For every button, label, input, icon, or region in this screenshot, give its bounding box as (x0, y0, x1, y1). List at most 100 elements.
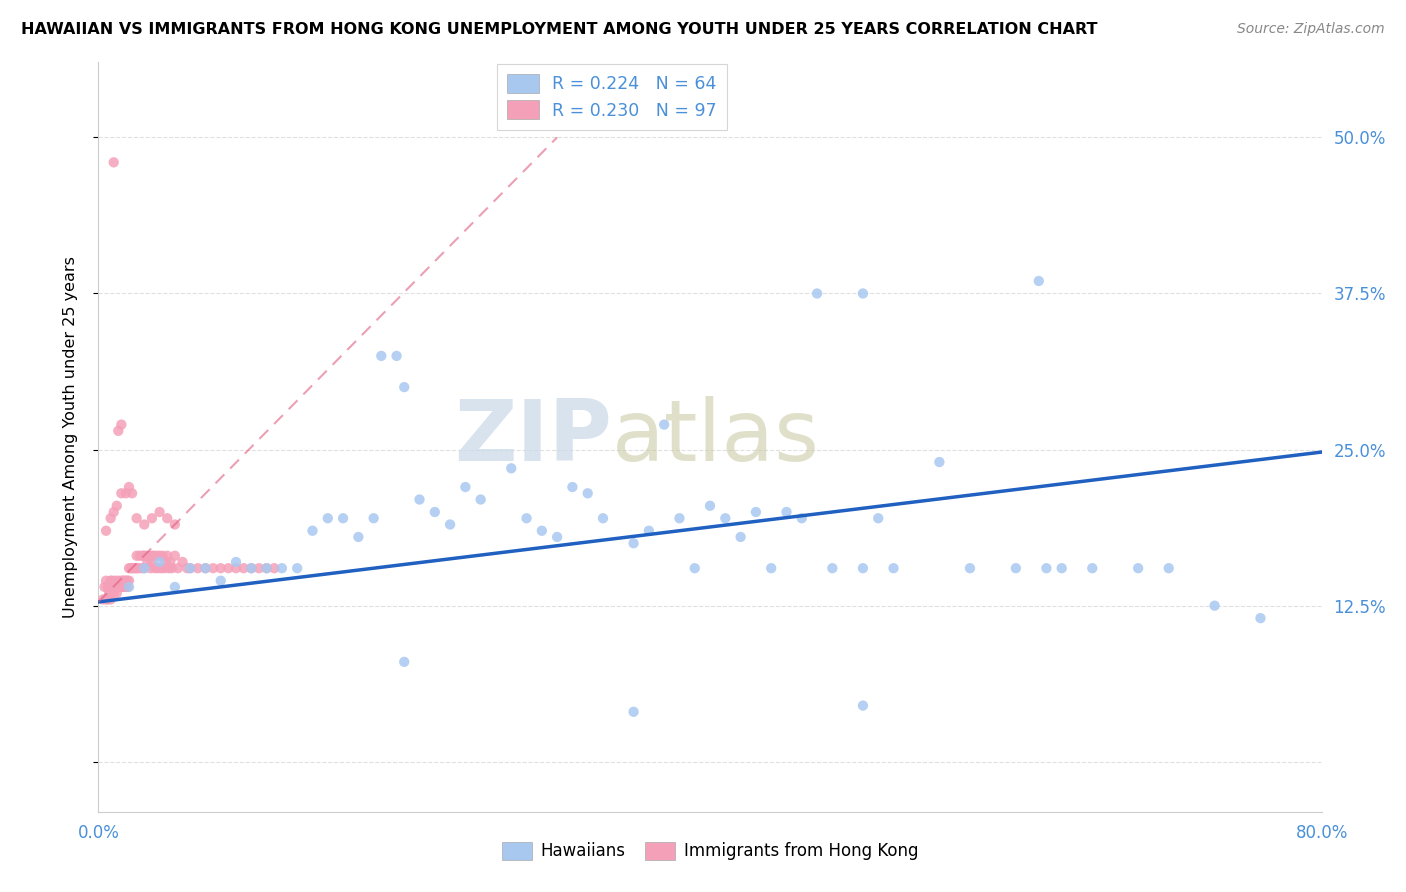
Text: Source: ZipAtlas.com: Source: ZipAtlas.com (1237, 22, 1385, 37)
Point (117, 580, 139, 594)
Point (301, 524, 323, 538)
Point (699, 499, 721, 513)
Point (730, 530, 752, 544)
Point (101, 580, 124, 594)
Point (775, 505, 797, 519)
Point (117, 574, 139, 588)
Point (150, 561, 173, 575)
Point (176, 561, 198, 575)
Point (668, 511, 690, 525)
Point (104, 574, 127, 588)
Point (172, 555, 194, 569)
Point (623, 705, 645, 719)
Point (128, 549, 150, 563)
Point (852, 561, 875, 575)
Point (143, 561, 166, 575)
Point (256, 561, 278, 575)
Point (470, 492, 492, 507)
Point (134, 561, 156, 575)
Point (118, 580, 141, 594)
Point (115, 580, 138, 594)
Point (149, 505, 172, 519)
Point (111, 580, 134, 594)
Y-axis label: Unemployment Among Youth under 25 years: Unemployment Among Youth under 25 years (63, 256, 77, 618)
Point (163, 517, 186, 532)
Point (134, 517, 156, 532)
Point (100, 574, 122, 588)
Point (94, 524, 117, 538)
Point (125, 561, 148, 575)
Point (121, 561, 143, 575)
Point (101, 574, 124, 588)
Point (928, 455, 950, 469)
Point (145, 549, 167, 563)
Point (385, 349, 408, 363)
Point (316, 511, 339, 525)
Point (103, 155, 125, 169)
Point (240, 561, 263, 575)
Point (107, 574, 129, 588)
Point (94, 574, 117, 588)
Point (392, 380, 416, 394)
Point (125, 549, 148, 563)
Point (530, 524, 553, 538)
Point (125, 511, 148, 525)
Point (745, 505, 768, 519)
Point (160, 561, 183, 575)
Point (91, 592, 114, 607)
Point (217, 561, 239, 575)
Point (149, 549, 172, 563)
Point (97, 592, 120, 607)
Point (247, 561, 270, 575)
Point (149, 555, 172, 569)
Point (129, 561, 152, 575)
Point (501, 461, 523, 475)
Point (959, 561, 981, 575)
Point (135, 549, 157, 563)
Point (392, 655, 416, 669)
Point (163, 549, 186, 563)
Point (370, 349, 392, 363)
Point (187, 561, 209, 575)
Legend: Hawaiians, Immigrants from Hong Kong: Hawaiians, Immigrants from Hong Kong (495, 835, 925, 867)
Point (110, 574, 132, 588)
Point (155, 555, 177, 569)
Point (138, 549, 160, 563)
Point (105, 499, 128, 513)
Point (120, 561, 142, 575)
Point (153, 561, 176, 575)
Point (561, 480, 583, 494)
Point (347, 530, 370, 544)
Point (97, 580, 120, 594)
Point (152, 549, 174, 563)
Point (408, 492, 430, 507)
Point (209, 574, 232, 588)
Point (852, 286, 875, 301)
Point (790, 511, 813, 525)
Point (157, 561, 180, 575)
Point (1081, 561, 1104, 575)
Point (110, 417, 132, 432)
Point (759, 561, 782, 575)
Text: ZIP: ZIP (454, 395, 612, 479)
Point (592, 511, 614, 525)
Point (1035, 561, 1057, 575)
Point (156, 511, 179, 525)
Point (110, 486, 132, 500)
Point (118, 574, 141, 588)
Point (146, 561, 169, 575)
Point (142, 549, 165, 563)
Point (637, 524, 661, 538)
Point (167, 561, 190, 575)
Point (263, 561, 285, 575)
Point (423, 505, 446, 519)
Point (134, 549, 156, 563)
Point (111, 574, 134, 588)
Point (1028, 274, 1050, 288)
Point (115, 486, 138, 500)
Point (683, 561, 706, 575)
Point (156, 549, 179, 563)
Point (852, 698, 875, 713)
Point (98, 586, 121, 600)
Point (132, 549, 155, 563)
